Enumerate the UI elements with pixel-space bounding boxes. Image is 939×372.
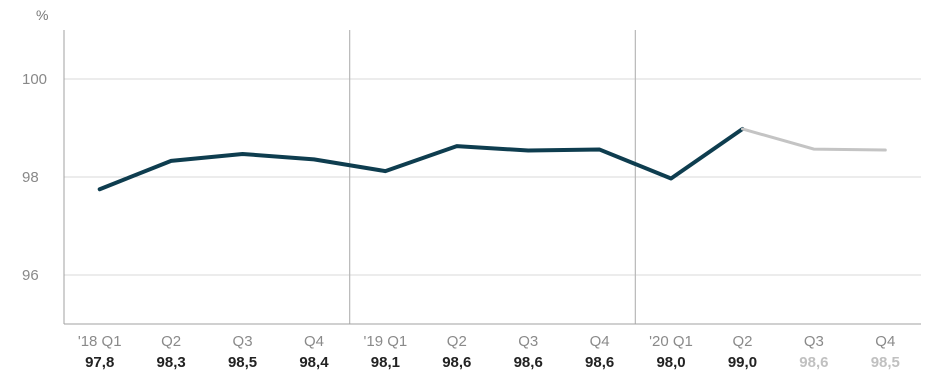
data-label: 98,5 — [871, 354, 900, 371]
data-label: 98,1 — [371, 354, 400, 371]
year-dividers — [349, 30, 636, 324]
x-tick-label: '20 Q1 — [649, 333, 693, 350]
x-tick-label: Q2 — [161, 333, 181, 350]
gridlines — [64, 78, 921, 276]
axes — [63, 30, 921, 325]
series-lines — [97, 126, 887, 192]
data-label: 98,0 — [656, 354, 685, 371]
y-tick-label: 100 — [22, 71, 47, 88]
data-label: 98,6 — [799, 354, 828, 371]
x-tick-label: Q4 — [875, 333, 895, 350]
x-tick-label: '18 Q1 — [78, 333, 122, 350]
series-line-projected — [740, 127, 887, 152]
x-tick-label: Q4 — [304, 333, 324, 350]
data-label: 99,0 — [728, 354, 757, 371]
y-axis-unit-label: % — [36, 7, 48, 23]
axis-labels: % 96 98 100 '18 Q1 97,8 Q2 98,3 Q3 98,5 Q4 98,4 '19… — [22, 7, 900, 371]
data-label: 98,6 — [442, 354, 471, 371]
x-tick-label: '19 Q1 — [364, 333, 408, 350]
x-tick-label: Q3 — [804, 333, 824, 350]
data-label: 98,5 — [228, 354, 257, 371]
data-label: 97,8 — [85, 354, 114, 371]
series-line — [97, 126, 745, 192]
x-tick-label: Q2 — [447, 333, 467, 350]
data-label: 98,6 — [514, 354, 543, 371]
data-label: 98,6 — [585, 354, 614, 371]
x-tick-label: Q3 — [518, 333, 538, 350]
y-tick-label: 96 — [22, 267, 39, 284]
x-tick-label: Q3 — [233, 333, 253, 350]
x-tick-label: Q2 — [732, 333, 752, 350]
y-tick-label: 98 — [22, 169, 39, 186]
x-tick-label: Q4 — [590, 333, 610, 350]
data-label: 98,3 — [157, 354, 186, 371]
data-label: 98,4 — [299, 354, 329, 371]
